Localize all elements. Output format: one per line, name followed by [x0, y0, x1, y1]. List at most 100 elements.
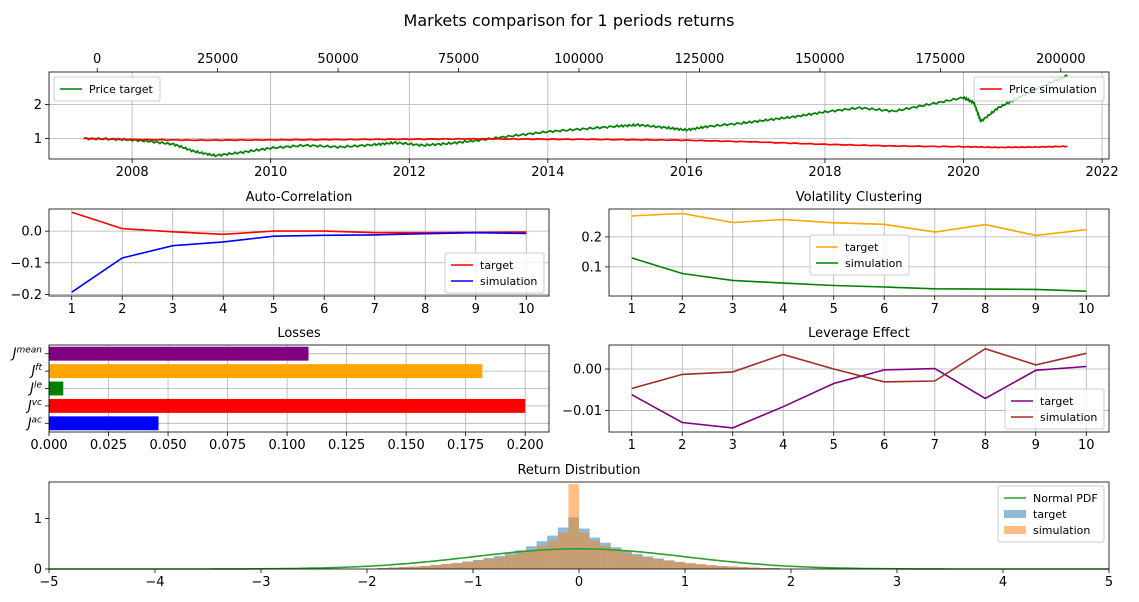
price-xtick-label: 2020 [947, 165, 980, 180]
leverage-xtick-label: 10 [1078, 438, 1095, 453]
price-xtop-tick-label: 200000 [1036, 52, 1086, 67]
returns-bin-simulation [579, 532, 590, 569]
losses-xtick-label: 0.100 [268, 438, 305, 453]
losses-ytick-label: Jvc [25, 398, 42, 414]
returns-xtick-label: 2 [787, 575, 795, 590]
leverage-xtick-label: 1 [628, 438, 636, 453]
volclust-ytick-label: 0.2 [581, 230, 602, 245]
returns-bin-simulation [706, 564, 717, 569]
price-xtop-tick-label: 50000 [317, 52, 358, 67]
price-xtick-label: 2012 [393, 165, 426, 180]
leverage-xtick-label: 4 [779, 438, 787, 453]
returns-bin-simulation [695, 563, 707, 569]
autocorr-xtick-label: 3 [169, 302, 177, 317]
returns-bin-simulation [462, 561, 473, 569]
leverage-xtick-label: 2 [678, 438, 686, 453]
autocorr-ytick-label: 0.0 [21, 225, 42, 240]
volclust-ytick-label: 0.1 [581, 260, 602, 275]
leverage-legend-label: simulation [1040, 411, 1097, 424]
returns-xtick-label: 0 [575, 575, 583, 590]
returns-bin-simulation [441, 563, 452, 569]
price-xtick-label: 2016 [670, 165, 703, 180]
price-chart: 2008 2010 2012 2014 2016 2018 2020 2022 0 25000 50… [34, 52, 1119, 180]
volclust-frame [608, 208, 1110, 297]
returns-xtick-label: −1 [463, 575, 482, 590]
losses-title: Losses [277, 326, 321, 341]
returns-bin-simulation [483, 558, 495, 569]
leverage-xtick-label: 6 [880, 438, 888, 453]
leverage-series-target [631, 365, 1087, 429]
returns-bin-simulation [377, 567, 389, 569]
autocorr-xtick-label: 6 [320, 302, 328, 317]
returns-bin-simulation [632, 555, 643, 569]
returns-bin-simulation [759, 567, 770, 569]
losses-bar-j-ft [49, 364, 483, 379]
autocorr-ytick-label: −0.2 [10, 288, 42, 303]
returns-bin-simulation [557, 532, 569, 569]
returns-bin-simulation [568, 484, 579, 569]
returns-bin-simulation [769, 567, 781, 569]
autocorr-legend-box [444, 252, 545, 294]
volclust-series-simulation [631, 257, 1087, 292]
volclust-xtick-label: 2 [678, 302, 686, 317]
losses-xtick-label: 0.125 [328, 438, 365, 453]
returns-xtick-label: 4 [999, 575, 1007, 590]
leverage-xtick-label: 3 [729, 438, 737, 453]
leverage-legend-box [1004, 388, 1105, 430]
price-legend-box [973, 76, 1105, 102]
leverage-title: Leverage Effect [808, 326, 910, 341]
autocorr-xtick-label: 2 [118, 302, 126, 317]
autocorr-xtick-label: 10 [518, 302, 535, 317]
losses-bar-j-mean [49, 346, 309, 361]
returns-bin-simulation [420, 565, 431, 569]
returns-legend-swatch [1004, 510, 1026, 518]
leverage-legend-label: target [1040, 395, 1074, 408]
price-xtop-tick-label: 125000 [675, 52, 725, 67]
autocorr-chart: 1 2 3 4 5 6 7 8 9 10 0.0 −0.1 −0.2 Auto-Correlation ta… [10, 190, 550, 317]
volclust-title: Volatility Clustering [796, 190, 923, 205]
returns-bin-simulation [473, 560, 484, 569]
leverage-chart: 1 2 3 4 5 6 7 8 9 10 0.00 −0.01 Leverage Effect targe… [562, 326, 1110, 453]
losses-bar-j-ac [49, 416, 159, 431]
returns-legend-label: Normal PDF [1033, 492, 1098, 505]
returns-ytick-label: 1 [34, 512, 42, 527]
volclust-legend-label: target [845, 241, 879, 254]
autocorr-xtick-label: 5 [270, 302, 278, 317]
leverage-frame [608, 344, 1110, 433]
returns-bin-simulation [674, 561, 685, 569]
returns-legend-label: simulation [1033, 524, 1090, 537]
volclust-series-target [631, 212, 1087, 237]
autocorr-xtick-label: 1 [68, 302, 76, 317]
returns-bin-simulation [494, 557, 505, 569]
returns-xtick-label: 5 [1105, 575, 1113, 590]
volclust-xtick-label: 5 [830, 302, 838, 317]
volclust-xtick-label: 1 [628, 302, 636, 317]
losses-xtick-label: 0.200 [507, 438, 544, 453]
autocorr-legend-label: simulation [480, 275, 537, 288]
price-xtop-tick-label: 150000 [795, 52, 845, 67]
returns-legend-swatch [1004, 526, 1026, 534]
returns-bin-simulation [547, 540, 558, 569]
leverage-ytick-label: −0.01 [562, 404, 602, 419]
returns-legend-label: target [1033, 508, 1067, 521]
price-frame [48, 71, 1110, 160]
returns-bin-simulation [653, 558, 664, 569]
price-series-price-target [83, 74, 1068, 158]
returns-bin-simulation [685, 562, 696, 569]
returns-bin-simulation [388, 567, 399, 569]
returns-bin-simulation [398, 566, 410, 569]
autocorr-legend-label: target [480, 259, 514, 272]
volclust-legend-box [809, 234, 910, 276]
figure-title: Markets comparison for 1 periods returns [404, 11, 735, 30]
leverage-xtick-label: 8 [981, 438, 989, 453]
price-ytick-label: 2 [34, 98, 42, 113]
price-xtick-label: 2022 [1086, 165, 1119, 180]
volclust-legend-label: simulation [845, 257, 902, 270]
volclust-xtick-label: 4 [779, 302, 787, 317]
returns-bin-simulation [504, 555, 516, 569]
volclust-xtick-label: 8 [981, 302, 989, 317]
leverage-series-simulation [631, 347, 1087, 390]
leverage-xtick-label: 5 [830, 438, 838, 453]
price-legend-label: Price target [89, 83, 153, 96]
